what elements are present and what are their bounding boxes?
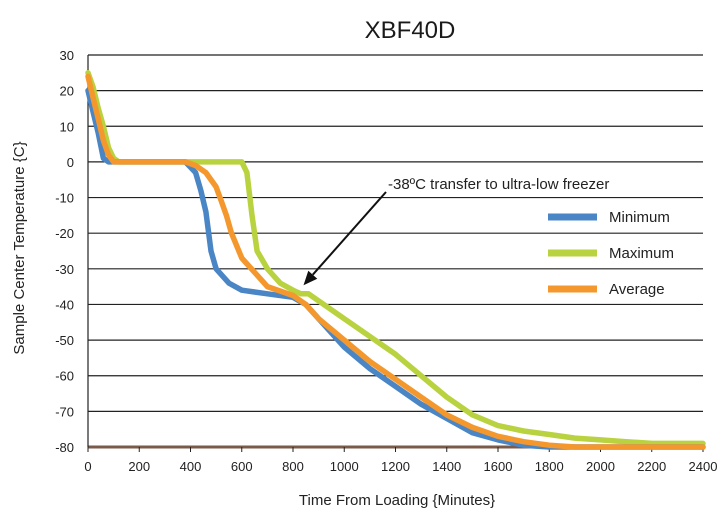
y-tick-label: -30 [55, 262, 74, 277]
series-line-average [85, 73, 706, 450]
x-tick-label: 800 [282, 459, 304, 474]
y-tick-label: -40 [55, 297, 74, 312]
annotation-arrow [312, 191, 387, 276]
x-axis-ticks: 0 200 400 600 800 1000 1200 1400 1600 1800 2000 220… [84, 447, 717, 474]
x-tick-label: 1200 [381, 459, 410, 474]
legend: Minimum Maximum Average [548, 209, 674, 298]
x-axis-label: Time From Loading {Minutes} [299, 492, 495, 509]
y-axis-ticks: 30 20 10 0 -10 -20 -30 -40 -50 -60 -70 -80 [55, 48, 74, 455]
y-tick-label: -60 [55, 369, 74, 384]
legend-label-minimum: Minimum [609, 209, 670, 226]
y-tick-label: 20 [60, 84, 74, 99]
annotation-text: -38ºC transfer to ultra-low freezer [388, 176, 609, 193]
x-tick-label: 2200 [637, 459, 666, 474]
x-tick-label: 1000 [330, 459, 359, 474]
y-tick-label: -80 [55, 440, 74, 455]
y-tick-label: 30 [60, 48, 74, 63]
x-tick-label: 400 [180, 459, 202, 474]
annotation-arrowhead [303, 270, 318, 286]
y-tick-label: 0 [67, 155, 74, 170]
y-axis-label: Sample Center Temperature {C} [11, 141, 28, 354]
x-tick-label: 0 [84, 459, 91, 474]
x-tick-label: 1400 [432, 459, 461, 474]
y-tick-label: -70 [55, 404, 74, 419]
legend-label-average: Average [609, 281, 665, 298]
y-tick-label: 10 [60, 119, 74, 134]
annotation-group: -38ºC transfer to ultra-low freezer [303, 176, 609, 286]
series-lines [85, 70, 706, 450]
x-tick-label: 2400 [689, 459, 718, 474]
y-tick-label: -50 [55, 333, 74, 348]
x-tick-label: 1800 [535, 459, 564, 474]
chart-title: XBF40D [365, 17, 456, 44]
x-tick-label: 1600 [484, 459, 513, 474]
y-tick-label: -20 [55, 226, 74, 241]
x-tick-label: 2000 [586, 459, 615, 474]
x-tick-label: 600 [231, 459, 253, 474]
x-tick-label: 200 [128, 459, 150, 474]
y-tick-label: -10 [55, 191, 74, 206]
legend-label-maximum: Maximum [609, 245, 674, 262]
